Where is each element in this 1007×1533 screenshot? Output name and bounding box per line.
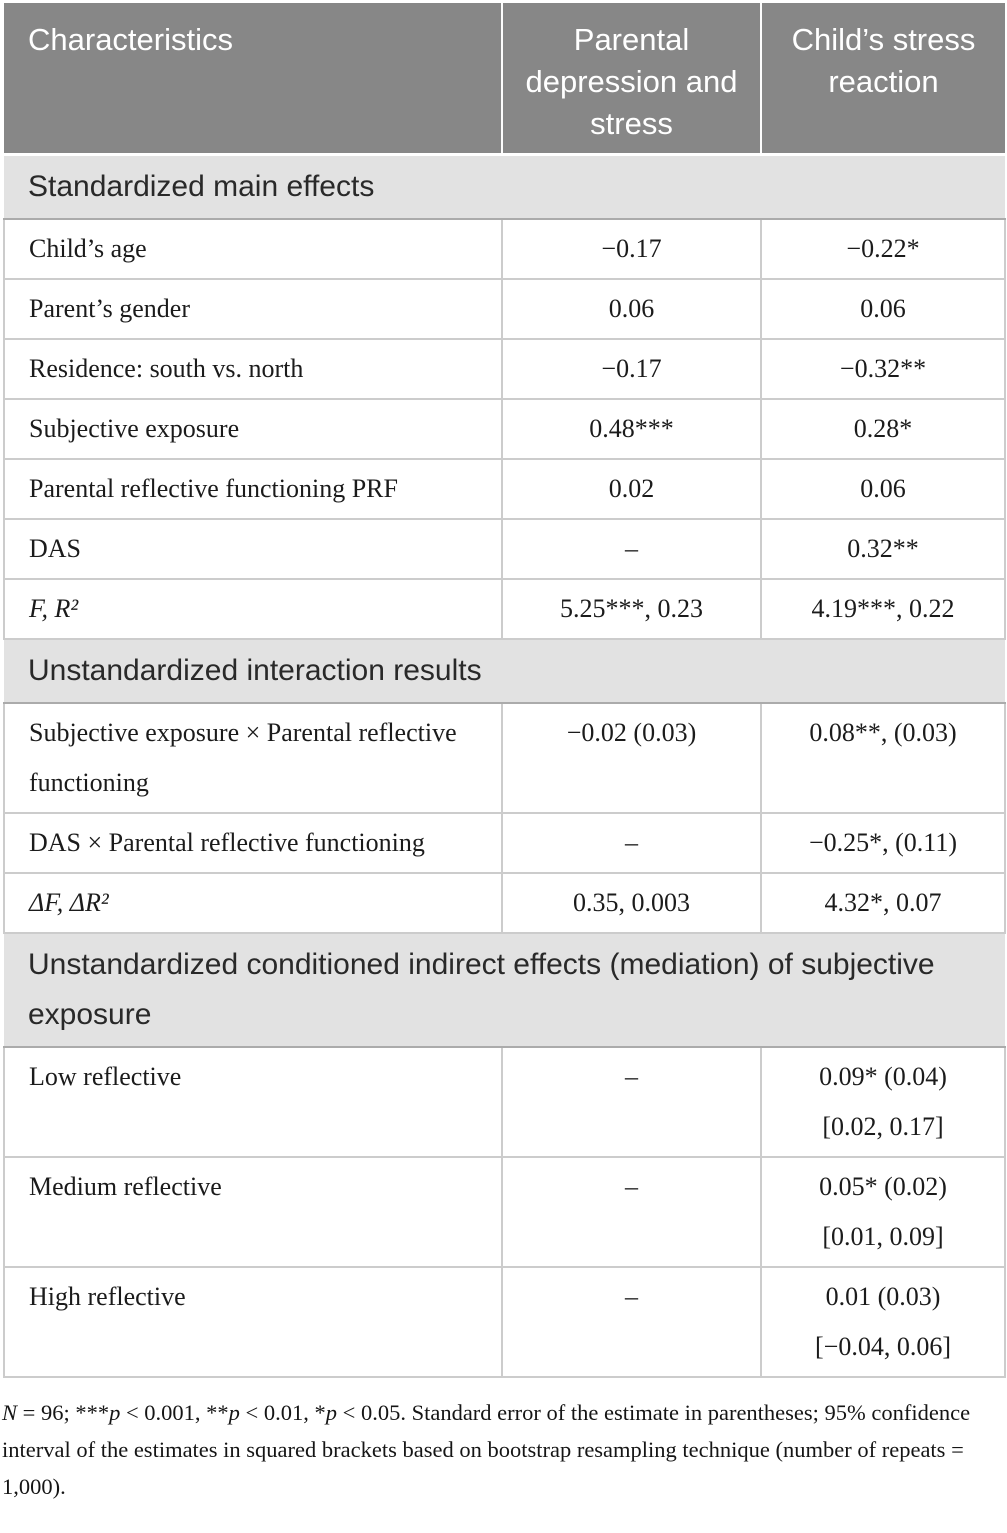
table-row: Subjective exposure × Parental reflectiv…: [3, 702, 1006, 814]
table-body: Standardized main effects Child’s age −0…: [3, 153, 1006, 1378]
cell-value: 0.09* (0.04) [0.02, 0.17]: [760, 1046, 1006, 1158]
section-header-row: Unstandardized interaction results: [4, 638, 1005, 704]
row-label: Subjective exposure × Parental reflectiv…: [3, 702, 503, 814]
table-row: Parental reflective functioning PRF 0.02…: [3, 458, 1006, 520]
row-label: Low reflective: [3, 1046, 503, 1158]
cell-value: –: [501, 1266, 762, 1378]
table-row: Child’s age −0.17 −0.22*: [3, 218, 1006, 280]
table-footnote: N = 96; ***p < 0.001, **p < 0.01, *p < 0…: [2, 1394, 1005, 1505]
table-row: Residence: south vs. north −0.17 −0.32**: [3, 338, 1006, 400]
cell-value: 0.02: [501, 458, 762, 520]
cell-value: 0.32**: [760, 518, 1006, 580]
footnote-text: < 0.001, **: [120, 1400, 229, 1425]
confidence-interval-line: [0.02, 0.17]: [822, 1112, 944, 1141]
table-row: DAS – 0.32**: [3, 518, 1006, 580]
table-row: Parent’s gender 0.06 0.06: [3, 278, 1006, 340]
cell-value: 0.06: [760, 458, 1006, 520]
cell-value: 0.28*: [760, 398, 1006, 460]
column-header-child-stress: Child’s stress reaction: [760, 3, 1005, 156]
table-row: Low reflective – 0.09* (0.04) [0.02, 0.1…: [3, 1046, 1006, 1158]
cell-value: 0.06: [501, 278, 762, 340]
cell-value: 5.25***, 0.23: [501, 578, 762, 640]
cell-value: −0.17: [501, 338, 762, 400]
section-header-row: Unstandardized conditioned indirect effe…: [4, 932, 1005, 1048]
cell-value: 0.35, 0.003: [501, 872, 762, 934]
row-label: Medium reflective: [3, 1156, 503, 1268]
cell-value: −0.17: [501, 218, 762, 280]
row-label: Parent’s gender: [3, 278, 503, 340]
table-row: Medium reflective – 0.05* (0.02) [0.01, …: [3, 1156, 1006, 1268]
row-label: ΔF, ΔR²: [3, 872, 503, 934]
section-header-row: Standardized main effects: [4, 153, 1005, 220]
footnote-text: = 96; ***: [17, 1400, 110, 1425]
cell-value: 0.08**, (0.03): [760, 702, 1006, 814]
table-row: F, R² 5.25***, 0.23 4.19***, 0.22: [3, 578, 1006, 640]
row-label: Parental reflective functioning PRF: [3, 458, 503, 520]
estimate-line: 0.05* (0.02): [819, 1172, 947, 1201]
row-label: High reflective: [3, 1266, 503, 1378]
footnote-text: < 0.05. Standard error of the estimate i…: [2, 1400, 971, 1499]
cell-value: 4.19***, 0.22: [760, 578, 1006, 640]
cell-value: 0.48***: [501, 398, 762, 460]
footnote-text: < 0.01, *: [239, 1400, 326, 1425]
section-title-main-effects: Standardized main effects: [4, 153, 1005, 220]
cell-value: –: [501, 1046, 762, 1158]
cell-value: −0.25*, (0.11): [760, 812, 1006, 874]
cell-value: −0.22*: [760, 218, 1006, 280]
row-label: Child’s age: [3, 218, 503, 280]
row-label: Residence: south vs. north: [3, 338, 503, 400]
table-row: DAS × Parental reflective functioning – …: [3, 812, 1006, 874]
table-header: Characteristics Parental depression and …: [4, 3, 1005, 156]
footnote-p-symbol: p: [109, 1400, 121, 1425]
table-row: ΔF, ΔR² 0.35, 0.003 4.32*, 0.07: [3, 872, 1006, 934]
section-title-conditional-effects: Unstandardized conditioned indirect effe…: [4, 932, 1005, 1048]
footnote-p-symbol: p: [228, 1400, 240, 1425]
cell-value: −0.02 (0.03): [501, 702, 762, 814]
row-label: DAS × Parental reflective functioning: [3, 812, 503, 874]
confidence-interval-line: [0.01, 0.09]: [822, 1222, 944, 1251]
estimate-line: 0.09* (0.04): [819, 1062, 947, 1091]
cell-value: 0.06: [760, 278, 1006, 340]
estimate-line: 0.01 (0.03): [825, 1282, 941, 1311]
section-title-interaction: Unstandardized interaction results: [4, 638, 1005, 704]
row-label: F, R²: [3, 578, 503, 640]
row-label: DAS: [3, 518, 503, 580]
confidence-interval-line: [−0.04, 0.06]: [815, 1332, 951, 1361]
column-header-characteristics: Characteristics: [4, 3, 502, 156]
regression-results-table: Characteristics Parental depression and …: [3, 3, 1006, 1378]
row-label: Subjective exposure: [3, 398, 503, 460]
header-row: Characteristics Parental depression and …: [4, 3, 1005, 156]
table-row: High reflective – 0.01 (0.03) [−0.04, 0.…: [3, 1266, 1006, 1378]
cell-value: 0.01 (0.03) [−0.04, 0.06]: [760, 1266, 1006, 1378]
cell-value: 0.05* (0.02) [0.01, 0.09]: [760, 1156, 1006, 1268]
cell-value: −0.32**: [760, 338, 1006, 400]
table-row: Subjective exposure 0.48*** 0.28*: [3, 398, 1006, 460]
footnote-n-symbol: N: [2, 1400, 18, 1425]
footnote-p-symbol: p: [325, 1400, 337, 1425]
column-header-parental-depression: Parental depression and stress: [501, 3, 761, 156]
cell-value: –: [501, 812, 762, 874]
cell-value: 4.32*, 0.07: [760, 872, 1006, 934]
cell-value: –: [501, 1156, 762, 1268]
cell-value: –: [501, 518, 762, 580]
